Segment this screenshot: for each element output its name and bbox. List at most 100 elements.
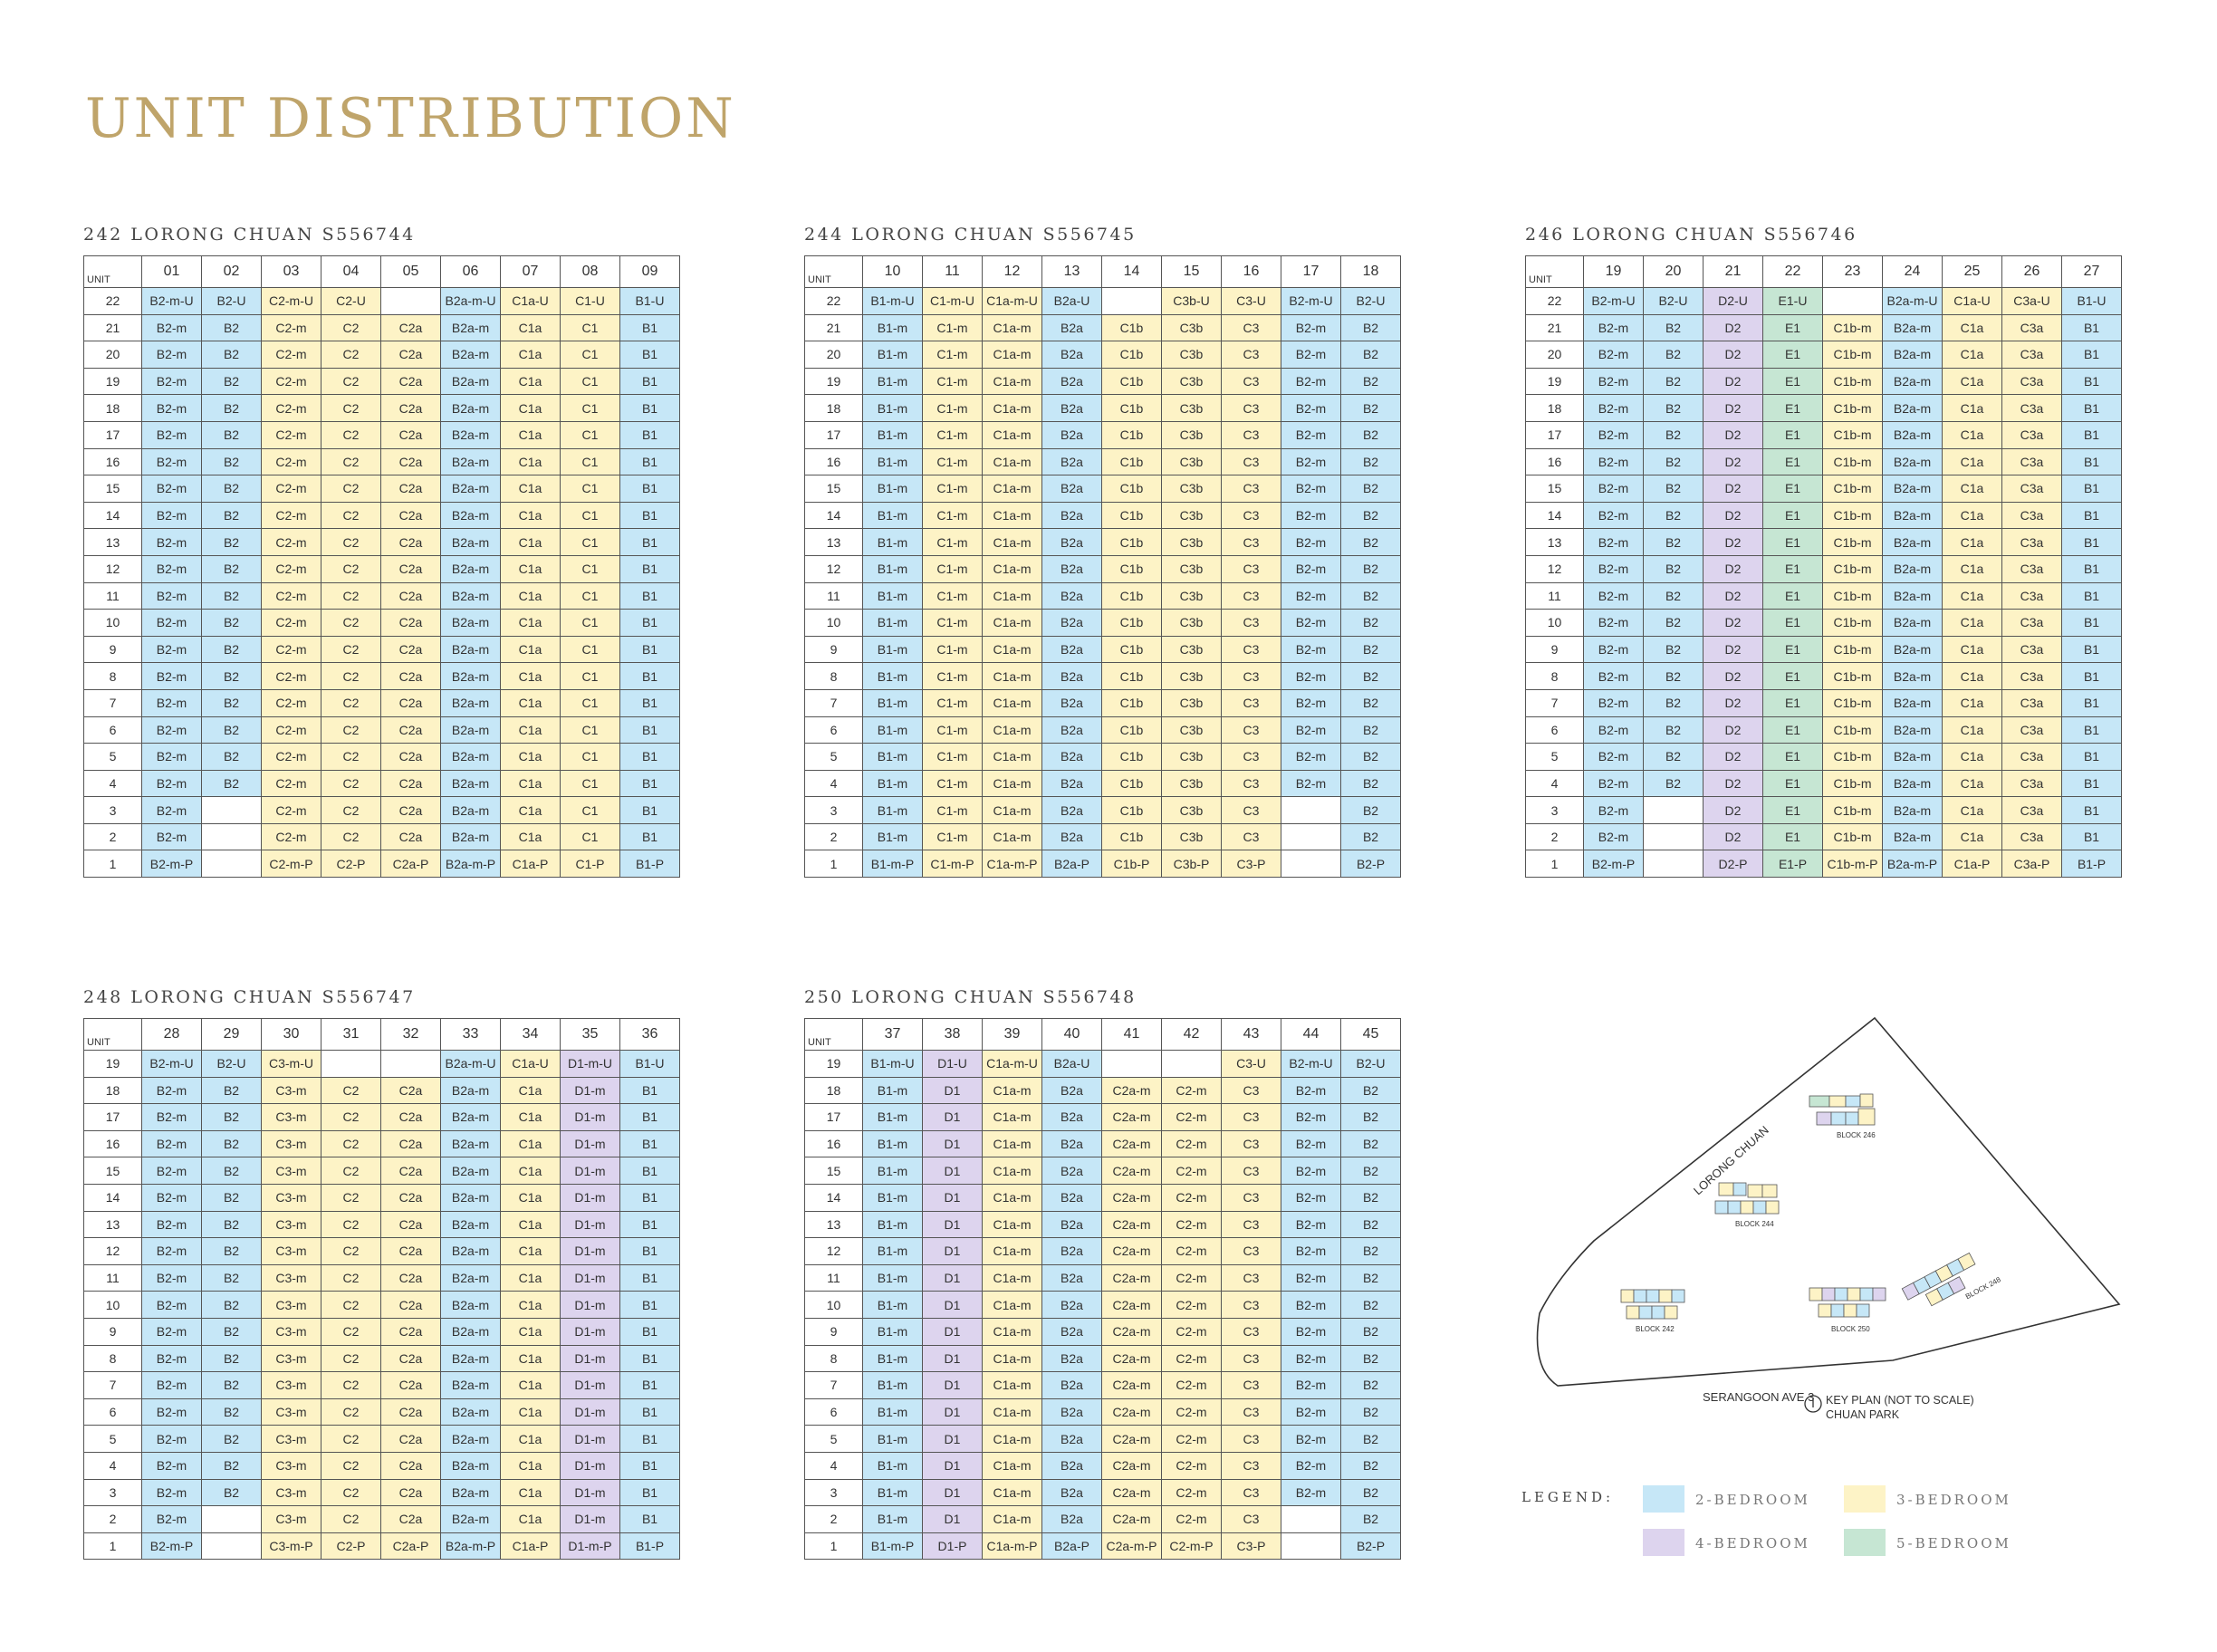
unit-cell: B1 <box>2061 581 2122 610</box>
floor-row: 11 B2-m B2 C3-m C2 C2a B2a-m C1a D1-m B1 <box>83 1263 680 1292</box>
unit-cell: C2-m <box>261 769 322 798</box>
corner-label: UNIT <box>808 274 831 285</box>
unit-header: 01 <box>141 255 202 288</box>
unit-cell: D2 <box>1703 635 1763 664</box>
floor-row: 10 B2-m B2 C2-m C2 C2a B2a-m C1a C1 B1 <box>83 609 680 637</box>
unit-cell: B2-m <box>1583 394 1644 422</box>
floor-row: 14 B1-m C1-m C1a-m B2a C1b C3b C3 B2-m B2 <box>804 501 1401 530</box>
unit-cell: C1a-m <box>982 1344 1042 1373</box>
unit-cell: B2 <box>1643 447 1704 476</box>
unit-cell: C2-m <box>1161 1291 1222 1319</box>
unit-cell: B2a-m <box>440 1505 501 1533</box>
unit-cell: B2-m <box>141 635 202 664</box>
unit-cell: B1 <box>619 1505 680 1533</box>
unit-cell: C1a <box>500 1317 561 1346</box>
unit-cell: C2a <box>380 635 441 664</box>
floor-label: 18 <box>83 394 142 422</box>
unit-cell: C2-m <box>261 822 322 851</box>
unit-cell: E1 <box>1762 420 1823 449</box>
unit-cell: B1 <box>619 1317 680 1346</box>
unit-cell: C1 <box>560 313 620 342</box>
unit-cell: B2a <box>1041 1157 1102 1185</box>
floor-row: 14 B2-m B2 C2-m C2 C2a B2a-m C1a C1 B1 <box>83 501 680 530</box>
floor-label: 1 <box>804 850 863 879</box>
unit-cell: C1b <box>1101 475 1162 503</box>
unit-cell: B2 <box>1340 1397 1401 1426</box>
unit-cell: B2 <box>1340 313 1401 342</box>
unit-cell: B2a <box>1041 1263 1102 1292</box>
key-plan-caption-2: CHUAN PARK <box>1826 1408 1900 1421</box>
unit-cell: C1-m <box>922 341 983 369</box>
unit-cell: C3a <box>2001 769 2062 798</box>
unit-cell: C1-m-P <box>922 850 983 879</box>
unit-cell: C3-m <box>261 1478 322 1507</box>
floor-label: 8 <box>1525 662 1584 690</box>
unit-cell: C1b-m <box>1822 313 1883 342</box>
floor-row: 6 B2-m B2 C2-m C2 C2a B2a-m C1a C1 B1 <box>83 716 680 744</box>
unit-cell: C2-m <box>1161 1344 1222 1373</box>
unit-cell <box>1643 822 1704 851</box>
unit-cell: C1a <box>1942 394 2002 422</box>
unit-cell: B2 <box>201 475 262 503</box>
block-250: 250 LORONG CHUAN S556748 UNIT 37 38 39 40 41 4… <box>804 987 1401 1561</box>
unit-cell: C2-m <box>261 554 322 583</box>
floor-row: 12 B1-m C1-m C1a-m B2a C1b C3b C3 B2-m B2 <box>804 554 1401 583</box>
unit-cell: C3b <box>1161 581 1222 610</box>
unit-table: UNIT 10 11 12 13 14 15 16 17 18 22 B1-m-U C1-m-U C1a-… <box>804 255 1401 879</box>
unit-cell: B2 <box>1340 581 1401 610</box>
unit-cell: C1b <box>1101 367 1162 396</box>
unit-cell: B2a-m <box>1882 609 1943 637</box>
unit-header: 11 <box>922 255 983 288</box>
unit-cell: B2a <box>1041 635 1102 664</box>
unit-cell: C1a <box>500 475 561 503</box>
unit-cell: B2-m <box>1583 581 1644 610</box>
site-boundary <box>1536 1016 2121 1387</box>
floor-row: 4 B1-m C1-m C1a-m B2a C1b C3b C3 B2-m B2 <box>804 769 1401 798</box>
unit-cell: B2-m-U <box>141 1050 202 1078</box>
unit-cell: B2-m-U <box>1281 1050 1341 1078</box>
unit-cell: D1-m <box>560 1317 620 1346</box>
unit-cell: C2 <box>321 1371 381 1399</box>
unit-cell: C2a <box>380 447 441 476</box>
unit-cell: C1b <box>1101 822 1162 851</box>
floor-row: 7 B1-m C1-m C1a-m B2a C1b C3b C3 B2-m B2 <box>804 688 1401 717</box>
unit-cell: C3 <box>1221 1263 1281 1292</box>
unit-cell: B2 <box>201 420 262 449</box>
unit-cell: B2a <box>1041 1397 1102 1426</box>
unit-cell: D1-m-P <box>560 1532 620 1561</box>
floor-label: 15 <box>83 475 142 503</box>
unit-cell: C3-m <box>261 1344 322 1373</box>
unit-cell: C3a <box>2001 394 2062 422</box>
unit-cell: C1-m <box>922 394 983 422</box>
unit-cell: D1 <box>922 1478 983 1507</box>
unit-cell: B2 <box>1340 1371 1401 1399</box>
unit-cell: B2-m <box>1281 1103 1341 1131</box>
unit-cell: C1a <box>500 1076 561 1105</box>
unit-cell: B2 <box>201 1344 262 1373</box>
unit-cell: C3 <box>1221 420 1281 449</box>
corner-label: UNIT <box>808 1037 831 1048</box>
unit-cell: C2-m <box>1161 1425 1222 1453</box>
floor-row: 18 B2-m B2 C3-m C2 C2a B2a-m C1a D1-m B1 <box>83 1076 680 1105</box>
unit-cell <box>1281 822 1341 851</box>
floor-label: 9 <box>83 1317 142 1346</box>
unit-cell: C3a <box>2001 581 2062 610</box>
floor-label: 4 <box>804 769 863 798</box>
unit-cell: D1 <box>922 1183 983 1212</box>
unit-cell: B1 <box>2061 341 2122 369</box>
unit-cell: D1-P <box>922 1532 983 1561</box>
unit-header: 27 <box>2061 255 2122 288</box>
floor-row: 4 B1-m D1 C1a-m B2a C2a-m C2-m C3 B2-m B2 <box>804 1451 1401 1480</box>
unit-cell: C2a <box>380 420 441 449</box>
unit-header: 09 <box>619 255 680 288</box>
road-label-south: SERANGOON AVE 3 <box>1703 1390 1814 1404</box>
unit-cell: C1a-m <box>982 743 1042 771</box>
unit-cell: C2 <box>321 475 381 503</box>
unit-cell: B2a-m <box>1882 635 1943 664</box>
unit-cell: B1 <box>619 1397 680 1426</box>
unit-cell: B1 <box>2061 475 2122 503</box>
unit-cell: B1 <box>2061 796 2122 824</box>
unit-cell: C2 <box>321 394 381 422</box>
unit-cell: B2-m <box>1281 1425 1341 1453</box>
unit-cell: B2 <box>201 1237 262 1265</box>
